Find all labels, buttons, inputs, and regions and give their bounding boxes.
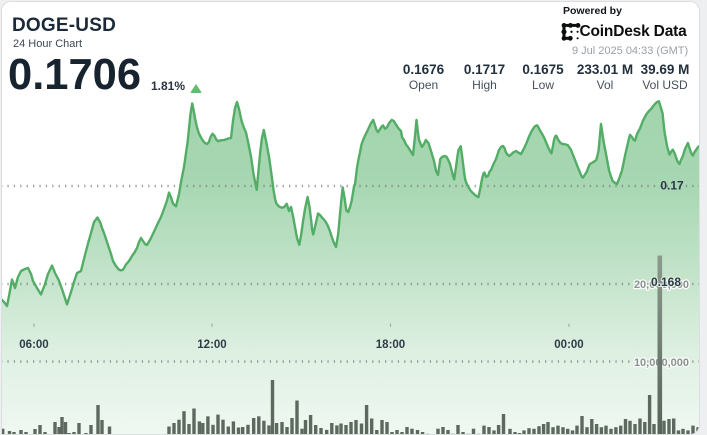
svg-text:12:00: 12:00 bbox=[197, 339, 226, 351]
svg-text:06:00: 06:00 bbox=[19, 339, 48, 351]
svg-text:00:00: 00:00 bbox=[554, 339, 583, 351]
svg-text:18:00: 18:00 bbox=[376, 339, 405, 351]
svg-text:0.168: 0.168 bbox=[651, 275, 681, 289]
svg-text:0.17: 0.17 bbox=[660, 179, 684, 193]
